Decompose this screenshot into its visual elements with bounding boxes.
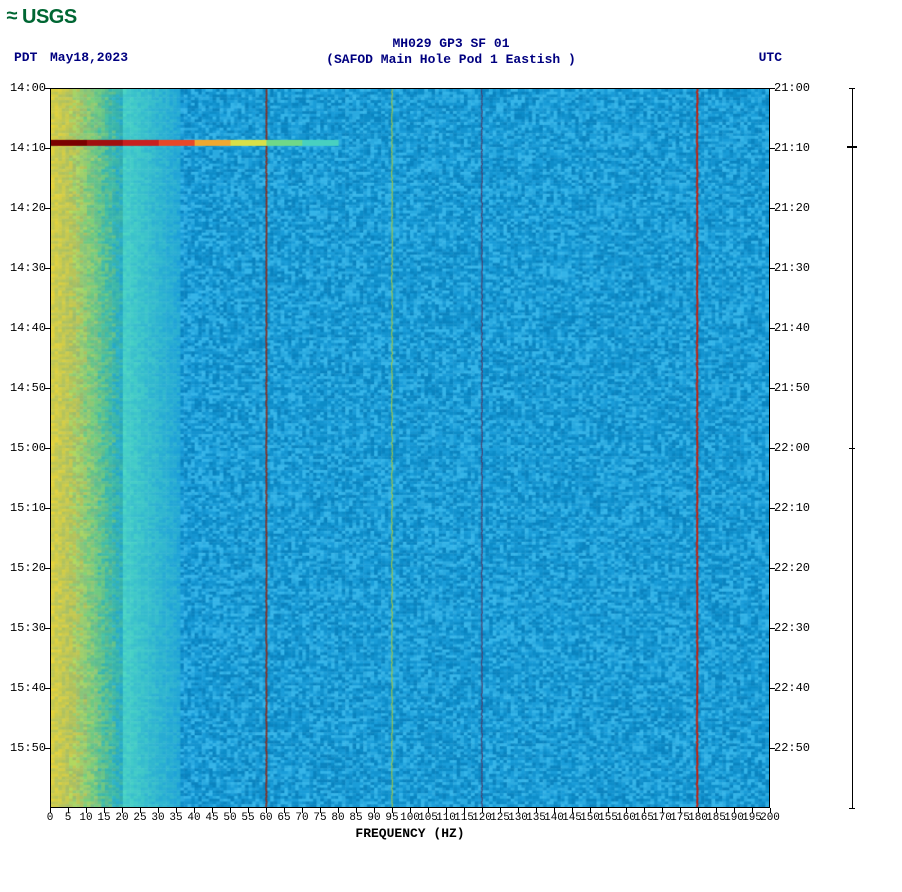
x-tick: 25 bbox=[133, 812, 146, 824]
x-tick: 150 bbox=[580, 812, 600, 824]
y-tick-left: 15:10 bbox=[0, 501, 50, 515]
x-tick: 45 bbox=[205, 812, 218, 824]
x-tick: 75 bbox=[313, 812, 326, 824]
x-tick: 175 bbox=[670, 812, 690, 824]
x-tick: 85 bbox=[349, 812, 362, 824]
y-axis-left-pdt: 14:0014:1014:2014:3014:4014:5015:0015:10… bbox=[0, 88, 50, 808]
aux-scale bbox=[852, 88, 853, 808]
x-tick: 170 bbox=[652, 812, 672, 824]
x-tick: 125 bbox=[490, 812, 510, 824]
x-tick: 100 bbox=[400, 812, 420, 824]
y-tick-left: 14:40 bbox=[0, 321, 50, 335]
x-tick: 90 bbox=[367, 812, 380, 824]
x-axis-label: FREQUENCY (HZ) bbox=[50, 826, 770, 841]
x-tick: 10 bbox=[79, 812, 92, 824]
y-tick-left: 14:20 bbox=[0, 201, 50, 215]
wave-icon: ≈ bbox=[6, 6, 18, 29]
x-tick: 200 bbox=[760, 812, 780, 824]
x-tick: 65 bbox=[277, 812, 290, 824]
usgs-logo: ≈ USGS bbox=[6, 6, 77, 29]
x-tick: 145 bbox=[562, 812, 582, 824]
x-tick: 60 bbox=[259, 812, 272, 824]
x-tick: 55 bbox=[241, 812, 254, 824]
x-tick: 0 bbox=[47, 812, 54, 824]
y-axis-right-utc: 21:0021:1021:2021:3021:4021:5022:0022:10… bbox=[770, 88, 830, 808]
x-tick: 70 bbox=[295, 812, 308, 824]
x-tick: 115 bbox=[454, 812, 474, 824]
y-tick-left: 15:20 bbox=[0, 561, 50, 575]
y-tick-right: 22:40 bbox=[770, 681, 830, 695]
x-tick: 15 bbox=[97, 812, 110, 824]
left-timezone: PDT bbox=[14, 50, 37, 65]
x-tick: 50 bbox=[223, 812, 236, 824]
y-tick-right: 21:10 bbox=[770, 141, 830, 155]
y-tick-left: 15:30 bbox=[0, 621, 50, 635]
y-tick-left: 14:00 bbox=[0, 81, 50, 95]
y-tick-left: 14:50 bbox=[0, 381, 50, 395]
x-tick: 140 bbox=[544, 812, 564, 824]
y-tick-right: 21:00 bbox=[770, 81, 830, 95]
logo-text: USGS bbox=[22, 6, 77, 29]
x-tick: 195 bbox=[742, 812, 762, 824]
y-tick-right: 22:50 bbox=[770, 741, 830, 755]
y-tick-right: 21:50 bbox=[770, 381, 830, 395]
x-tick: 80 bbox=[331, 812, 344, 824]
y-tick-right: 21:40 bbox=[770, 321, 830, 335]
x-tick: 40 bbox=[187, 812, 200, 824]
x-tick: 160 bbox=[616, 812, 636, 824]
date-label: May18,2023 bbox=[50, 50, 128, 65]
y-tick-right: 22:20 bbox=[770, 561, 830, 575]
x-tick: 5 bbox=[65, 812, 72, 824]
x-tick: 110 bbox=[436, 812, 456, 824]
x-tick: 185 bbox=[706, 812, 726, 824]
x-tick: 35 bbox=[169, 812, 182, 824]
x-tick: 105 bbox=[418, 812, 438, 824]
x-tick: 155 bbox=[598, 812, 618, 824]
x-tick: 120 bbox=[472, 812, 492, 824]
x-tick: 135 bbox=[526, 812, 546, 824]
y-tick-left: 15:40 bbox=[0, 681, 50, 695]
x-tick: 130 bbox=[508, 812, 528, 824]
y-tick-right: 22:00 bbox=[770, 441, 830, 455]
spectrogram-canvas bbox=[51, 89, 769, 807]
x-tick: 180 bbox=[688, 812, 708, 824]
y-tick-right: 22:30 bbox=[770, 621, 830, 635]
y-tick-left: 14:10 bbox=[0, 141, 50, 155]
y-tick-right: 22:10 bbox=[770, 501, 830, 515]
x-tick: 20 bbox=[115, 812, 128, 824]
y-tick-right: 21:30 bbox=[770, 261, 830, 275]
right-timezone: UTC bbox=[759, 50, 782, 65]
y-tick-left: 14:30 bbox=[0, 261, 50, 275]
y-tick-left: 15:50 bbox=[0, 741, 50, 755]
x-tick: 165 bbox=[634, 812, 654, 824]
y-tick-right: 21:20 bbox=[770, 201, 830, 215]
x-tick: 95 bbox=[385, 812, 398, 824]
x-tick: 190 bbox=[724, 812, 744, 824]
x-tick: 30 bbox=[151, 812, 164, 824]
spectrogram-plot bbox=[50, 88, 770, 808]
y-tick-left: 15:00 bbox=[0, 441, 50, 455]
